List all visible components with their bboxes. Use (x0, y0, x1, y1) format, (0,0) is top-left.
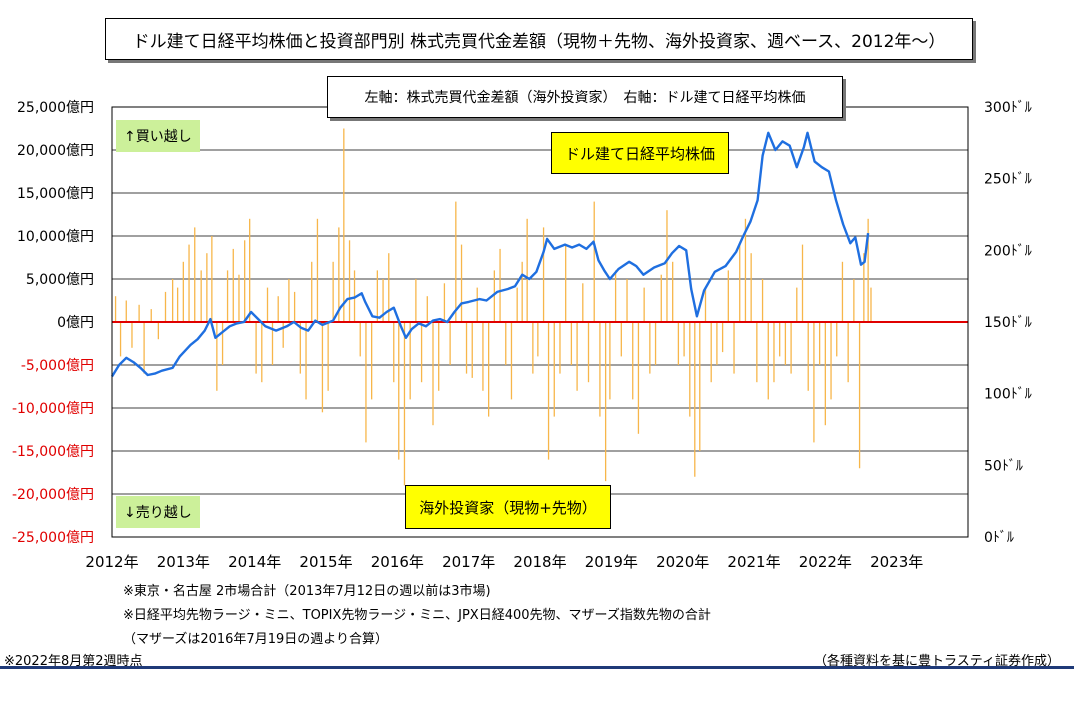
x-tick-label: 2017年 (442, 553, 495, 571)
left-tick-label: 15,000億円 (17, 186, 94, 202)
left-tick-label: 25,000億円 (17, 100, 94, 116)
left-tick-label: 5,000億円 (26, 272, 94, 288)
right-tick-label: 200ﾄﾞﾙ (984, 243, 1032, 259)
x-axis-ticks: 2012年 2013年 2014年 2015年 2016年 2017年 2018年 2019年… (85, 553, 923, 571)
sell-label: ↓売り越し (116, 496, 200, 528)
left-tick-label: 0億円 (57, 315, 94, 331)
axis-note: 左軸：株式売買代金差額（海外投資家） 右軸：ドル建て日経平均株価 (327, 76, 843, 118)
x-tick-label: 2015年 (299, 553, 352, 571)
x-tick-label: 2018年 (513, 553, 566, 571)
flow-bars (114, 128, 872, 486)
x-tick-label: 2012年 (85, 553, 138, 571)
buy-label: ↑買い越し (116, 120, 200, 152)
left-tick-label: -20,000億円 (12, 487, 94, 503)
left-tick-label: -10,000億円 (12, 401, 94, 417)
right-tick-label: 0ﾄﾞﾙ (984, 530, 1014, 546)
note-line-3: （マザーズは2016年7月19日の週より合算） (123, 632, 388, 647)
x-tick-label: 2023年 (870, 553, 923, 571)
left-tick-label: -5,000億円 (21, 358, 94, 374)
x-tick-label: 2019年 (585, 553, 638, 571)
left-tick-label: -15,000億円 (12, 444, 94, 460)
chart-title: ドル建て日経平均株価と投資部門別 株式売買代金差額（現物＋先物、海外投資家、週ベ… (105, 18, 973, 60)
right-tick-label: 50ﾄﾞﾙ (984, 458, 1023, 474)
right-tick-label: 250ﾄﾞﾙ (984, 172, 1032, 188)
x-tick-label: 2021年 (727, 553, 780, 571)
source-note: （各種資料を基に豊トラスティ証券作成） (814, 654, 1060, 669)
left-tick-label: 10,000億円 (17, 229, 94, 245)
right-axis-ticks: 300ﾄﾞﾙ 250ﾄﾞﾙ 200ﾄﾞﾙ 150ﾄﾞﾙ 100ﾄﾞﾙ 50ﾄﾞﾙ 0ﾄﾞﾙ (984, 100, 1032, 546)
as-of-note: ※2022年8月第2週時点 (4, 654, 143, 669)
right-tick-label: 100ﾄﾞﾙ (984, 387, 1032, 403)
flow-series-label: 海外投資家（現物+先物） (405, 485, 611, 529)
x-tick-label: 2013年 (157, 553, 210, 571)
price-series-label: ドル建て日経平均株価 (551, 132, 729, 174)
right-tick-label: 150ﾄﾞﾙ (984, 315, 1032, 331)
left-tick-label: 20,000億円 (17, 143, 94, 159)
right-tick-label: 300ﾄﾞﾙ (984, 100, 1032, 116)
x-tick-label: 2020年 (656, 553, 709, 571)
price-line (110, 131, 870, 378)
x-tick-label: 2022年 (799, 553, 852, 571)
bottom-rule (0, 666, 1074, 669)
x-tick-label: 2016年 (371, 553, 424, 571)
left-axis-ticks: 25,000億円 20,000億円 15,000億円 10,000億円 5,000億円 0… (12, 100, 94, 546)
x-tick-label: 2014年 (228, 553, 281, 571)
note-line-1: ※東京・名古屋 2市場合計（2013年7月12日の週以前は3市場) (123, 584, 491, 599)
left-tick-label: -25,000億円 (12, 530, 94, 546)
note-line-2: ※日経平均先物ラージ・ミニ、TOPIX先物ラージ・ミニ、JPX日経400先物、マ… (123, 608, 711, 623)
